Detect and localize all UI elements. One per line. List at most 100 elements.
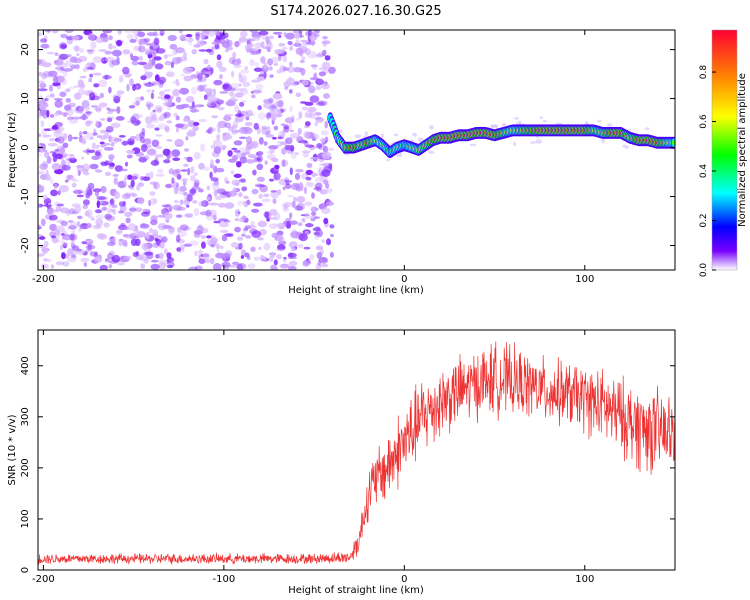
noise-blob (241, 234, 246, 237)
noise-blob (87, 244, 92, 252)
noise-blob (223, 115, 232, 122)
noise-blob (266, 153, 276, 160)
noise-blob (187, 120, 196, 128)
noise-blob (163, 159, 171, 164)
noise-blob (263, 101, 273, 109)
noise-blob (219, 38, 226, 45)
noise-blob (275, 144, 282, 147)
noise-blob (67, 134, 73, 142)
noise-blob (52, 156, 58, 162)
noise-blob (272, 93, 283, 100)
noise-blob (321, 130, 329, 136)
noise-blob (258, 30, 269, 36)
noise-blob (60, 220, 68, 227)
noise-blob (185, 201, 189, 205)
noise-blob (250, 220, 255, 227)
noise-blob (189, 109, 200, 113)
noise-blob (238, 72, 242, 78)
noise-blob (66, 88, 71, 92)
noise-blob (60, 244, 63, 250)
noise-blob (69, 86, 77, 89)
noise-blob (150, 259, 159, 263)
noise-blob (244, 225, 252, 230)
noise-blob (126, 34, 135, 40)
noise-blob (289, 212, 293, 219)
noise-blob (170, 61, 175, 69)
noise-blob (209, 67, 214, 75)
noise-blob (93, 255, 103, 263)
noise-blob (132, 251, 139, 258)
noise-blob (252, 169, 257, 176)
noise-blob (120, 222, 126, 227)
noise-blob (234, 218, 239, 221)
noise-blob (104, 74, 109, 80)
noise-blob (153, 182, 158, 189)
noise-blob (193, 121, 200, 126)
noise-blob (298, 140, 308, 144)
noise-blob (149, 197, 157, 206)
noise-blob (96, 200, 101, 209)
noise-blob (198, 200, 206, 207)
noise-blob (141, 252, 145, 261)
noise-blob (291, 200, 296, 208)
noise-blob (203, 88, 214, 93)
noise-blob (529, 141, 536, 144)
noise-blob (141, 243, 149, 250)
noise-blob (321, 83, 330, 90)
noise-blob (46, 258, 52, 263)
noise-blob (151, 139, 160, 148)
noise-blob (261, 198, 271, 203)
noise-blob (265, 130, 270, 135)
noise-blob (280, 159, 289, 167)
noise-blob (253, 256, 260, 261)
noise-blob (100, 144, 107, 148)
noise-blob (184, 37, 194, 42)
noise-blob (213, 165, 218, 174)
noise-blob (105, 258, 110, 261)
noise-blob (46, 109, 50, 118)
noise-blob (317, 100, 326, 105)
noise-blob (100, 162, 108, 167)
noise-blob (165, 183, 173, 189)
noise-blob (183, 148, 190, 152)
noise-blob (118, 210, 125, 214)
noise-blob (144, 82, 154, 87)
noise-blob (249, 58, 255, 67)
noise-blob (152, 229, 158, 237)
noise-blob (316, 186, 323, 193)
noise-blob (163, 248, 168, 255)
noise-blob (207, 126, 213, 135)
noise-blob (172, 157, 180, 161)
noise-blob (126, 149, 136, 154)
noise-blob (329, 251, 334, 258)
noise-blob (321, 151, 332, 160)
noise-blob (218, 218, 229, 222)
noise-blob (542, 120, 548, 123)
noise-blob (174, 199, 179, 204)
noise-blob (185, 136, 189, 141)
noise-blob (59, 91, 67, 98)
noise-blob (428, 125, 434, 130)
noise-blob (255, 50, 261, 55)
noise-blob (321, 169, 331, 177)
noise-blob (38, 88, 48, 92)
noise-blob (95, 106, 102, 113)
noise-blob (270, 104, 275, 112)
noise-blob (50, 235, 57, 239)
noise-blob (103, 143, 112, 146)
noise-blob (153, 181, 161, 190)
noise-blob (78, 48, 85, 54)
noise-blob (131, 193, 138, 198)
noise-blob (300, 101, 308, 104)
noise-blob (117, 30, 122, 35)
noise-blob (74, 64, 80, 70)
noise-blob (157, 96, 165, 99)
noise-blob (168, 168, 175, 175)
noise-blob (322, 43, 327, 47)
noise-blob (237, 211, 241, 214)
noise-blob (150, 110, 157, 119)
noise-blob (138, 38, 143, 46)
noise-blob (268, 35, 274, 40)
noise-blob (95, 214, 104, 220)
noise-blob (126, 83, 130, 92)
